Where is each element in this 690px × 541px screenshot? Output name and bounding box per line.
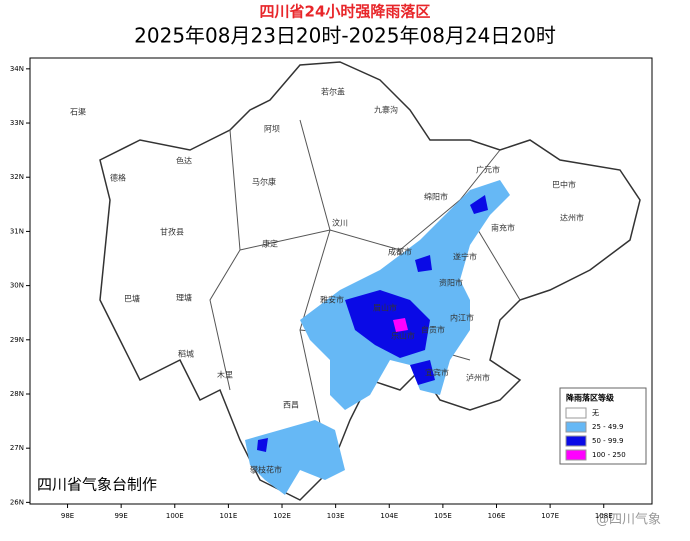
y-tick-label: 26N <box>10 498 24 506</box>
y-tick-label: 27N <box>10 444 24 452</box>
rain-areas <box>245 180 510 495</box>
place: 资阳市 <box>439 278 463 288</box>
place: 木里 <box>217 370 233 380</box>
rain-50 <box>410 360 435 385</box>
x-tick-label: 107E <box>541 512 559 520</box>
place: 南充市 <box>491 223 515 233</box>
place: 理塘 <box>176 293 192 303</box>
x-tick-label: 104E <box>380 512 398 520</box>
place: 泸州市 <box>466 373 490 383</box>
x-tick-label: 99E <box>114 512 127 520</box>
legend-label: 无 <box>592 409 599 417</box>
place: 成都市 <box>388 247 412 257</box>
y-tick-label: 31N <box>10 227 24 235</box>
y-tick-label: 29N <box>10 336 24 344</box>
watermark: @四川气象 <box>596 512 661 528</box>
place: 西昌 <box>283 401 299 410</box>
place: 甘孜县 <box>160 227 184 237</box>
place: 遂宁市 <box>453 252 477 262</box>
place: 色达 <box>176 156 192 166</box>
map-frame <box>29 57 653 505</box>
place: 内江市 <box>450 313 474 323</box>
place: 巴中市 <box>552 180 576 190</box>
x-tick-label: 101E <box>219 512 237 520</box>
place: 攀枝花市 <box>250 465 282 475</box>
legend-title: 降雨落区等级 <box>566 393 615 403</box>
rain-25 <box>300 180 510 410</box>
legend-label: 100 - 250 <box>592 451 626 459</box>
rain-25 <box>245 420 345 495</box>
place: 汶川 <box>332 218 348 228</box>
legend-swatch <box>565 435 587 447</box>
credit: 四川省气象台制作 <box>37 476 157 494</box>
place: 巴塘 <box>124 294 140 304</box>
legend-swatch <box>565 407 587 419</box>
x-tick-label: 105E <box>434 512 452 520</box>
rain-100 <box>393 318 408 332</box>
y-tick-label: 33N <box>10 119 24 127</box>
rain-50 <box>257 195 488 452</box>
place: 雅安市 <box>320 295 344 305</box>
place: 自贡市 <box>421 325 445 335</box>
subtitle: 2025年08月23日20时-2025年08月24日20时 <box>134 24 556 48</box>
place: 乐山市 <box>391 331 415 341</box>
y-tick-label: 28N <box>10 390 24 398</box>
place: 眉山市 <box>373 303 397 313</box>
x-tick-label: 103E <box>327 512 345 520</box>
place: 稻城 <box>178 349 194 359</box>
x-tick-label: 100E <box>166 512 184 520</box>
y-tick-label: 34N <box>10 65 24 73</box>
legend-label: 25 - 49.9 <box>592 423 623 431</box>
x-tick-label: 106E <box>488 512 506 520</box>
place: 德格 <box>110 173 126 183</box>
place: 九寨沟 <box>374 105 398 115</box>
place-labels: 石渠 德格 色达 甘孜县 阿坝 若尔盖 九寨沟 马尔康 汶川 康定 理塘 巴塘 … <box>70 87 584 475</box>
x-tick-label: 102E <box>273 512 291 520</box>
rain-50 <box>345 290 430 358</box>
place: 康定 <box>262 239 278 249</box>
place: 若尔盖 <box>321 87 345 97</box>
y-tick-label: 32N <box>10 173 24 181</box>
place: 马尔康 <box>252 177 276 187</box>
legend-swatch <box>565 449 587 461</box>
x-tick-label: 108E <box>595 512 613 520</box>
place: 石渠 <box>70 107 86 117</box>
place: 绵阳市 <box>424 192 448 202</box>
y-tick-label: 30N <box>10 282 24 290</box>
place: 阿坝 <box>264 125 280 134</box>
place: 广元市 <box>476 165 500 175</box>
title: 四川省24小时强降雨落区 <box>260 3 431 21</box>
place: 宜宾市 <box>425 368 449 378</box>
legend-swatch <box>565 421 587 433</box>
legend: 降雨落区等级 无 25 - 49.9 50 - 99.9 100 - 250 <box>559 387 647 465</box>
x-tick-label: 98E <box>61 512 74 520</box>
legend-label: 50 - 99.9 <box>592 437 623 445</box>
place: 达州市 <box>560 213 584 223</box>
